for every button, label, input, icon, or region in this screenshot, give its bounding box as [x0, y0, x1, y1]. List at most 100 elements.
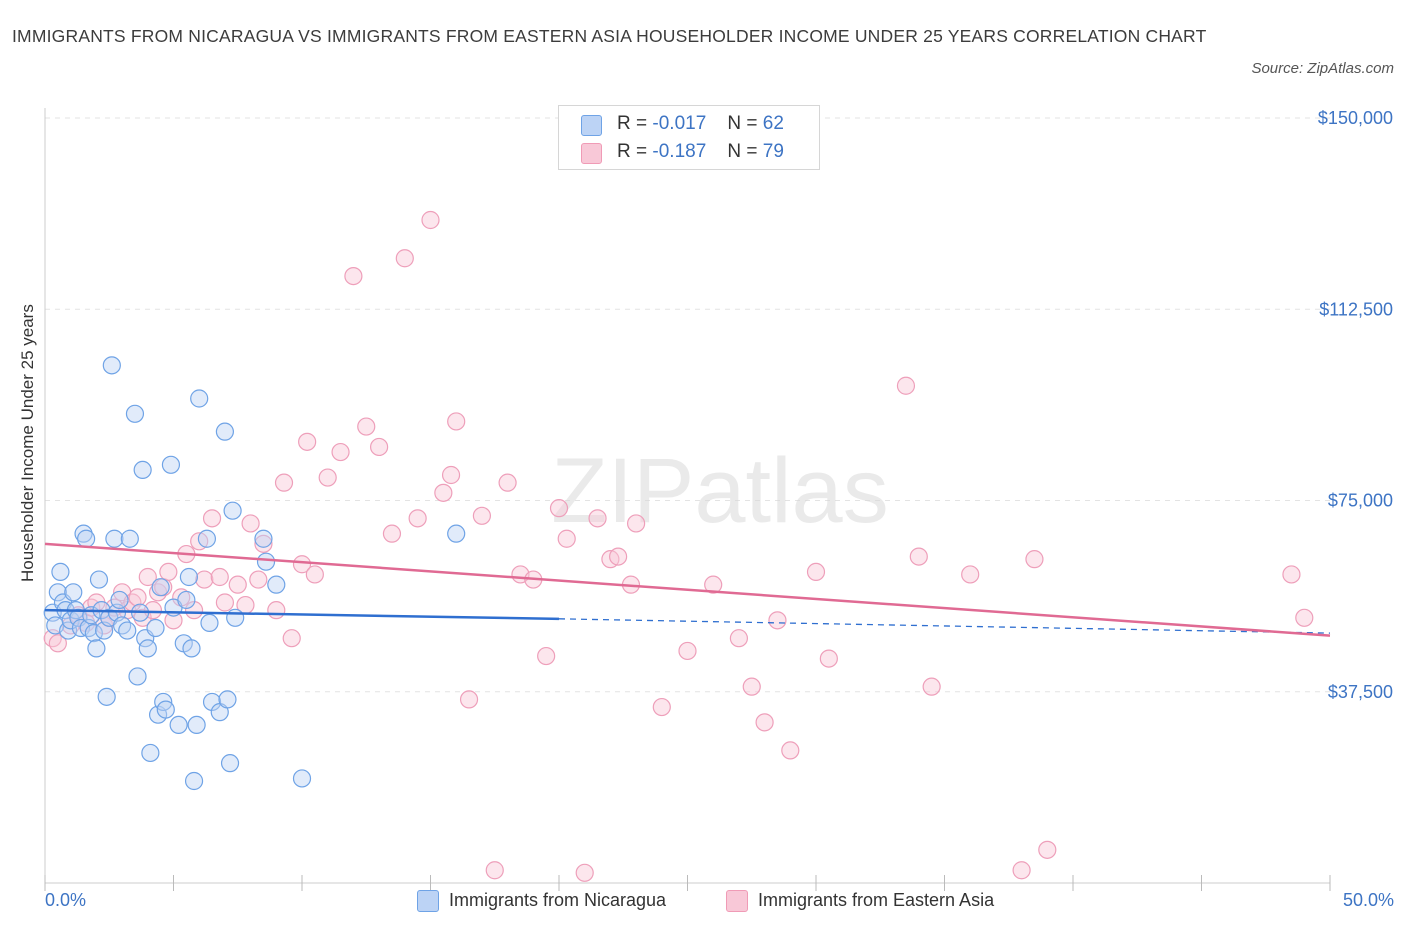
y-tick-label: $150,000 [1318, 108, 1393, 128]
eastern-asia-point [298, 432, 317, 451]
nicaragua-point [223, 501, 242, 520]
eastern-asia-point [1295, 608, 1314, 627]
eastern-asia-point [215, 593, 234, 612]
nicaragua-point [215, 422, 234, 441]
nicaragua-point [133, 460, 152, 479]
nicaragua-point [87, 639, 106, 658]
eastern-asia-point [434, 483, 453, 502]
y-tick-label: $37,500 [1328, 682, 1393, 702]
watermark: ZIPatlas [551, 440, 888, 542]
eastern-asia-point [819, 649, 838, 668]
nicaragua-point [179, 567, 199, 587]
bottom-legend-swatch-eastern-asia [726, 890, 748, 912]
eastern-asia-point [159, 562, 178, 582]
nicaragua-point [218, 690, 237, 709]
legend-r-label: R = [617, 113, 648, 134]
nicaragua-point [105, 529, 124, 548]
eastern-asia-point [195, 570, 214, 589]
nicaragua-point [64, 583, 83, 602]
eastern-asia-point [210, 567, 229, 587]
nicaragua-point [292, 769, 312, 788]
nicaragua-point [146, 618, 165, 638]
nicaragua-point [102, 356, 121, 375]
eastern-asia-point [331, 442, 350, 462]
correlation-legend: R = -0.017 N = 62 R = -0.187 N = 79 [558, 105, 820, 170]
nicaragua-point [254, 529, 273, 548]
eastern-asia-point [133, 608, 152, 627]
axes [44, 108, 1331, 891]
bottom-legend-swatch-nicaragua [417, 890, 439, 912]
nicaragua-point [97, 687, 116, 706]
eastern-asia-point [172, 588, 191, 607]
legend-n-label: N = [727, 141, 758, 162]
legend-swatch-eastern-asia [581, 143, 602, 164]
y-tick-labels: $37,500 $75,000 $112,500 $150,000 [1318, 108, 1393, 702]
legend-r-value-nicaragua: -0.017 [652, 113, 707, 134]
nicaragua-point [110, 590, 129, 610]
nicaragua-point [187, 715, 206, 735]
eastern-asia-point [806, 562, 826, 582]
eastern-asia-point [704, 575, 723, 594]
eastern-asia-point [184, 601, 204, 620]
eastern-asia-point [382, 524, 402, 543]
eastern-asia-point [729, 629, 749, 648]
eastern-asia-point [241, 514, 260, 533]
eastern-asia-point [408, 509, 427, 528]
eastern-asia-point [678, 641, 697, 661]
eastern-asia-point [148, 583, 168, 602]
nicaragua-point [120, 529, 139, 548]
eastern-asia-point [768, 611, 787, 630]
nicaragua-point [256, 552, 276, 571]
eastern-asia-point [318, 468, 337, 487]
eastern-asia-point [395, 249, 414, 268]
eastern-asia-point [922, 677, 941, 696]
nicaragua-point [182, 639, 201, 658]
nicaragua-trend-extension [558, 618, 1331, 634]
eastern-asia-point [472, 506, 491, 525]
y-tick-label: $75,000 [1328, 491, 1393, 511]
nicaragua-point [197, 529, 217, 548]
nicaragua-point [77, 529, 96, 548]
x-tick-label-min: 0.0% [45, 890, 87, 910]
eastern-asia-point [48, 634, 67, 653]
eastern-asia-point [249, 570, 268, 589]
eastern-asia-point [254, 534, 273, 553]
eastern-asia-point [441, 465, 461, 485]
nicaragua-point [202, 692, 222, 712]
nicaragua-trend-line [44, 608, 560, 621]
nicaragua-point [220, 754, 240, 773]
eastern-asia-point [781, 741, 800, 760]
legend-n-label: N = [727, 113, 758, 134]
eastern-asia-point [267, 601, 286, 620]
nicaragua-point [177, 590, 196, 610]
eastern-asia-point [1025, 550, 1044, 569]
eastern-asia-point [370, 437, 389, 457]
nicaragua-point [156, 700, 175, 719]
eastern-asia-point [292, 555, 312, 574]
eastern-asia-point [1282, 565, 1301, 584]
chart-source: Source: ZipAtlas.com [1251, 60, 1394, 77]
eastern-asia-point [537, 646, 556, 666]
nicaragua-point [169, 715, 188, 735]
bottom-legend-label-eastern-asia: Immigrants from Eastern Asia [758, 890, 995, 910]
eastern-asia-point [961, 565, 980, 584]
nicaragua-point [184, 771, 204, 791]
eastern-asia-point [896, 376, 916, 395]
eastern-asia-point [498, 473, 517, 492]
eastern-asia-point [557, 529, 576, 548]
eastern-asia-point [305, 565, 324, 584]
nicaragua-point [112, 616, 132, 635]
eastern-asia-point [1038, 840, 1057, 859]
series-eastern-asia-points [43, 210, 1314, 882]
eastern-asia-point [128, 588, 147, 607]
nicaragua-point [161, 455, 181, 474]
eastern-asia-trend-line [44, 542, 1331, 637]
legend-swatch-nicaragua [581, 115, 602, 136]
eastern-asia-point [626, 514, 646, 533]
eastern-asia-point [459, 690, 479, 709]
eastern-asia-point [652, 697, 671, 717]
nicaragua-point [128, 667, 147, 686]
eastern-asia-point [575, 863, 594, 882]
nicaragua-point [125, 404, 145, 423]
